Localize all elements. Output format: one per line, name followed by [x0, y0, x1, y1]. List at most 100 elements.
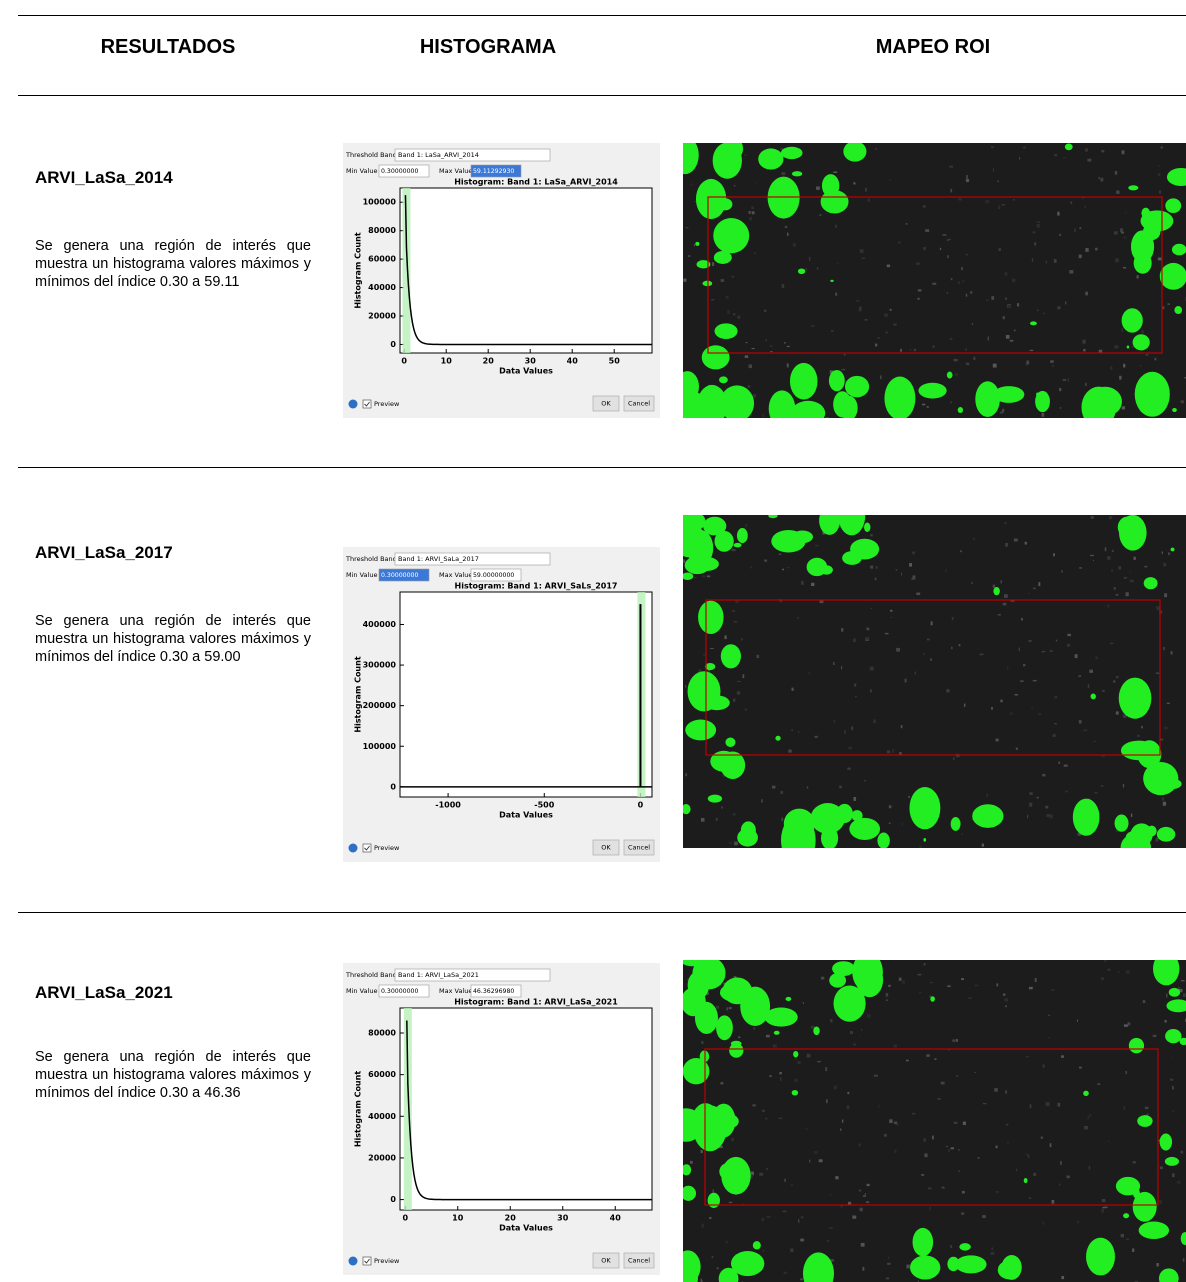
speckle [1092, 559, 1095, 561]
speckle [723, 982, 727, 985]
speckle [898, 977, 902, 981]
speckle [779, 1077, 782, 1081]
speckle [788, 749, 792, 753]
y-tick-label: 0 [390, 340, 396, 349]
speckle [1087, 158, 1092, 162]
speckle [1090, 515, 1094, 519]
y-tick-label: 300000 [363, 661, 397, 670]
speckle [709, 647, 714, 650]
label: Min Value [346, 571, 377, 579]
speckle [833, 661, 835, 666]
button[interactable] [592, 395, 620, 412]
button[interactable] [623, 1252, 655, 1269]
vegetation-patch [683, 515, 697, 539]
vegetation-patch [1128, 1037, 1145, 1054]
speckle [756, 654, 760, 659]
button-label: Cancel [628, 400, 650, 408]
speckle [853, 182, 856, 185]
speckle [926, 1054, 930, 1057]
speckle [1015, 1168, 1018, 1172]
speckle [923, 246, 926, 251]
speckle [752, 394, 756, 398]
button[interactable] [623, 395, 655, 412]
vegetation-patch [701, 345, 730, 370]
speckle [865, 637, 869, 640]
speckle [1164, 1019, 1167, 1023]
speckle [1172, 1085, 1174, 1090]
button-label: OK [601, 844, 611, 852]
speckle [986, 793, 988, 798]
speckle [1155, 672, 1160, 674]
vegetation-patch [683, 1263, 698, 1282]
speckle [942, 234, 947, 236]
speckle [1141, 725, 1143, 729]
threshold-band [403, 1008, 412, 1210]
speckle [946, 239, 950, 241]
speckle [1159, 1200, 1162, 1204]
vegetation-patch [1138, 1221, 1170, 1240]
speckle [1054, 154, 1058, 157]
button[interactable] [592, 839, 620, 856]
vegetation-patch [736, 528, 748, 544]
vegetation-patch [718, 1267, 739, 1282]
speckle [955, 373, 958, 377]
speckle [1032, 679, 1037, 682]
y-tick-label: 60000 [368, 255, 396, 264]
speckle [948, 1149, 950, 1153]
speckle [1087, 1116, 1089, 1120]
chart-title: Histogram: Band 1: ARVI_SaLs_2017 [455, 582, 618, 591]
speckle [1125, 970, 1130, 974]
speckle [888, 178, 892, 181]
speckle [826, 1240, 830, 1242]
speckle [886, 264, 891, 268]
speckle [1160, 738, 1164, 741]
x-tick-label: 10 [452, 1214, 464, 1223]
y-tick-label: 80000 [368, 226, 396, 235]
speckle [835, 292, 838, 296]
vegetation-patch [909, 786, 941, 830]
speckle [709, 1216, 712, 1220]
speckle [1012, 278, 1016, 283]
speckle [841, 1119, 844, 1123]
vegetation-patch [687, 971, 710, 1000]
button[interactable] [623, 839, 655, 856]
speckle [1101, 690, 1105, 692]
speckle [851, 726, 853, 730]
speckle [1129, 579, 1134, 583]
x-tick-label: 30 [525, 357, 537, 366]
speckle [853, 638, 857, 643]
speckle [860, 1028, 863, 1032]
speckle [950, 401, 952, 404]
rule [18, 95, 1186, 96]
speckle [751, 347, 755, 350]
speckle [874, 147, 878, 151]
speckle [864, 1193, 866, 1197]
speckle [786, 363, 789, 368]
speckle [808, 256, 811, 261]
vegetation-patch [775, 735, 781, 741]
vegetation-patch [1035, 390, 1050, 413]
speckle [952, 1039, 956, 1042]
speckle [1049, 814, 1054, 819]
speckle [929, 1206, 931, 1211]
speckle [731, 1137, 734, 1142]
x-tick-label: 40 [610, 1214, 622, 1223]
checkbox-label: Preview [374, 1257, 400, 1265]
vegetation-patch [828, 369, 845, 392]
speckle [1132, 1248, 1135, 1252]
button[interactable] [592, 1252, 620, 1269]
speckle [884, 313, 888, 317]
speckle [971, 323, 974, 325]
speckle [958, 644, 961, 647]
speckle [811, 582, 815, 587]
x-tick-label: 0 [638, 801, 644, 810]
vegetation-patch [764, 1007, 798, 1027]
column-header: HISTOGRAMA [419, 36, 557, 58]
speckle [1089, 669, 1094, 673]
speckle [1166, 702, 1170, 704]
speckle [1004, 998, 1009, 1002]
speckle [1078, 720, 1082, 724]
speckle [1046, 813, 1051, 818]
speckle [952, 757, 955, 761]
vegetation-patch [910, 1255, 941, 1280]
